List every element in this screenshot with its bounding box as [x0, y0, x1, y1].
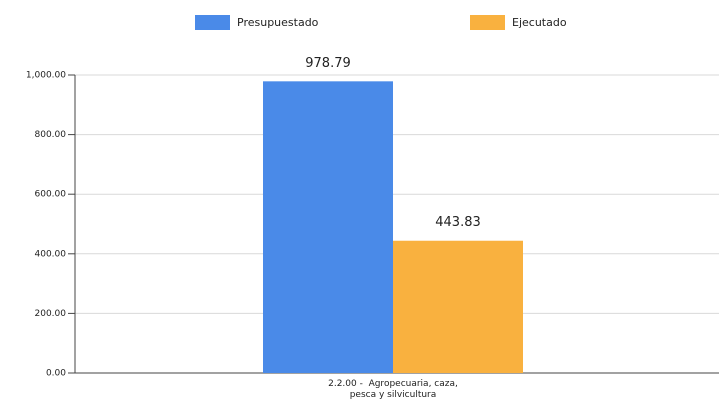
x-tick-label: 2.2.00 - Agropecuaria, caza, pesca y sil… — [328, 379, 461, 400]
y-tick-label: 200.00 — [35, 309, 67, 319]
y-tick-label: 400.00 — [35, 249, 67, 259]
data-label: 443.83 — [435, 215, 481, 230]
legend-label: Ejecutado — [512, 16, 567, 29]
bar — [263, 81, 393, 373]
legend-swatch — [195, 15, 230, 30]
data-label: 978.79 — [305, 56, 351, 71]
y-tick-label: 800.00 — [35, 130, 67, 140]
bar — [393, 240, 523, 373]
y-tick-label: 0.00 — [46, 369, 66, 379]
y-tick-label: 600.00 — [35, 190, 67, 200]
legend-swatch — [470, 15, 505, 30]
x-label-box: 2.2.00 - Agropecuaria, caza, pesca y sil… — [328, 379, 461, 400]
y-tick-label: 1,000.00 — [26, 71, 66, 81]
legend-label: Presupuestado — [237, 16, 319, 29]
